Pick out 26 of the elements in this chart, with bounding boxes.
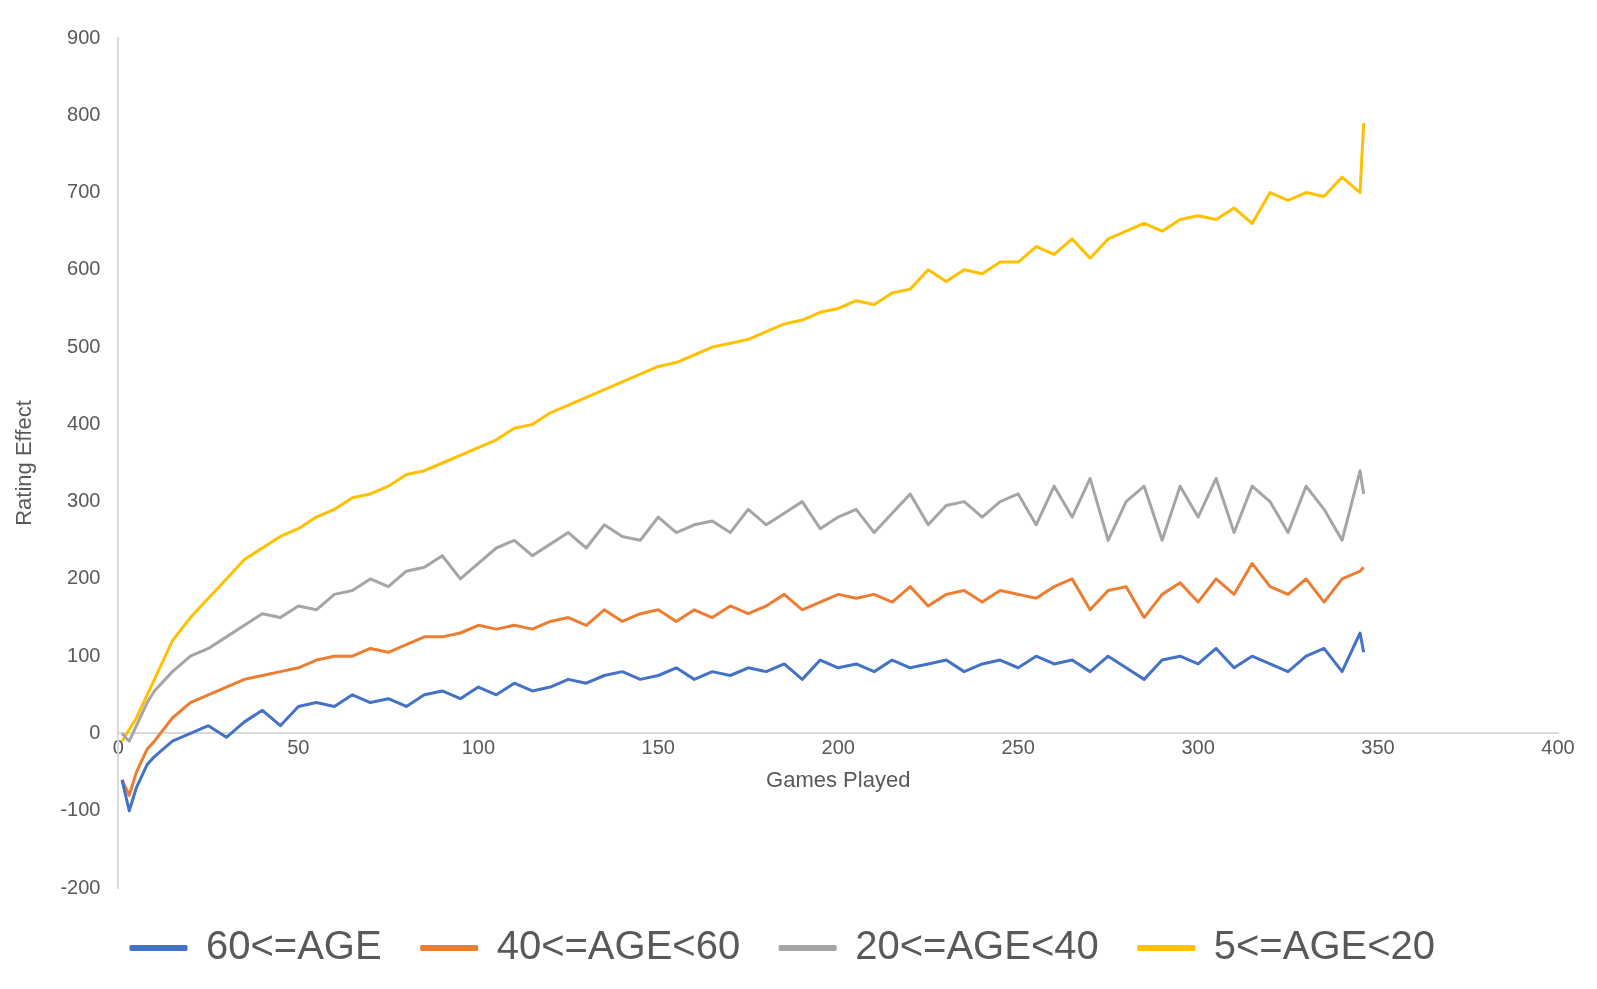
x-tick-label: 300 bbox=[1181, 735, 1215, 758]
y-axis-title: Rating Effect bbox=[11, 400, 37, 526]
legend-label: 40<=AGE<60 bbox=[496, 923, 741, 968]
y-tick-label: 400 bbox=[67, 411, 101, 434]
x-tick-label: 50 bbox=[287, 735, 310, 758]
x-tick-label: 200 bbox=[821, 735, 855, 758]
y-tick-label: 100 bbox=[67, 643, 101, 666]
y-tick-label: -100 bbox=[60, 798, 101, 821]
y-tick-label: 800 bbox=[67, 102, 101, 125]
x-axis-title: Games Played bbox=[766, 766, 911, 792]
x-tick-label: 150 bbox=[641, 735, 675, 758]
legend-label: 20<=AGE<40 bbox=[855, 923, 1099, 968]
x-tick-label: 100 bbox=[461, 735, 496, 758]
y-tick-label: 600 bbox=[67, 257, 101, 280]
legend-label: 5<=AGE<20 bbox=[1213, 923, 1436, 968]
y-tick-label: 300 bbox=[67, 489, 101, 512]
x-tick-label: 350 bbox=[1361, 735, 1395, 758]
y-tick-label: 500 bbox=[67, 334, 101, 357]
y-tick-label: 200 bbox=[67, 566, 101, 589]
y-tick-label: -200 bbox=[60, 875, 101, 898]
legend-label: 60<=AGE bbox=[205, 923, 382, 968]
y-tick-label: 0 bbox=[89, 720, 101, 743]
y-tick-label: 700 bbox=[67, 180, 101, 203]
x-tick-label: 250 bbox=[1001, 735, 1035, 758]
y-tick-label: 900 bbox=[67, 25, 101, 48]
x-tick-label: 400 bbox=[1541, 735, 1575, 758]
